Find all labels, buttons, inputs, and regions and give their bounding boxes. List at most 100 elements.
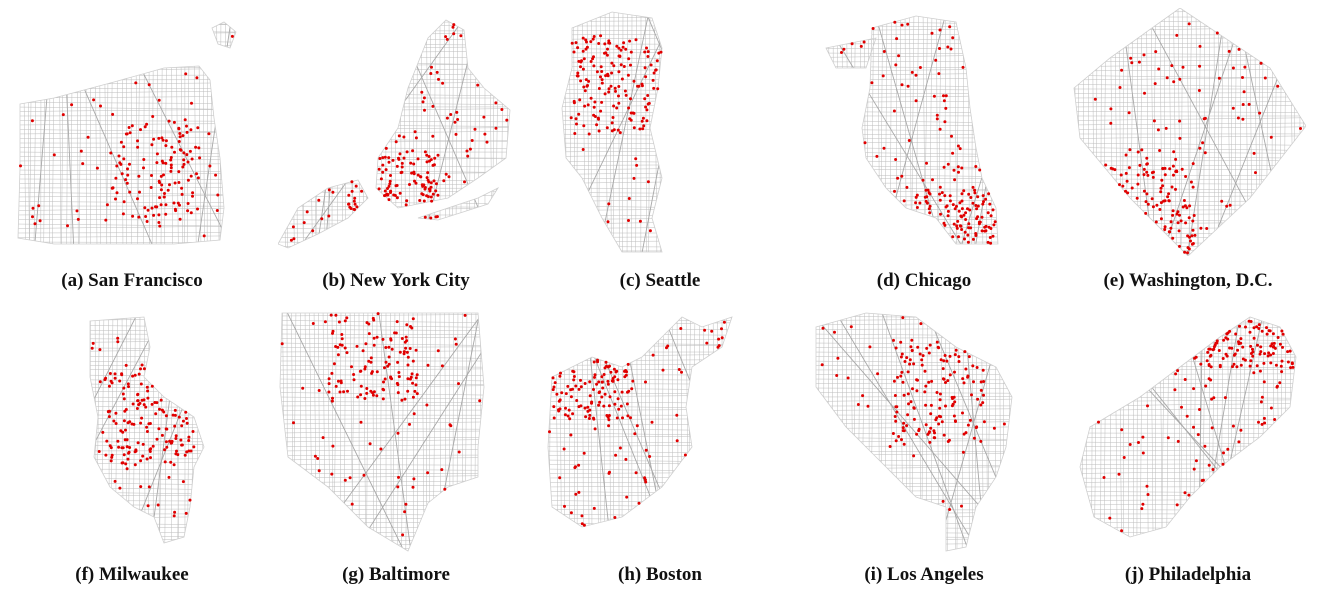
- incident-dot: [1172, 150, 1176, 154]
- incident-dot: [375, 394, 379, 398]
- city-outline: [211, 21, 237, 49]
- incident-dot: [387, 184, 391, 188]
- incident-dot: [369, 360, 373, 364]
- incident-dot: [1269, 353, 1273, 357]
- incident-dot: [971, 201, 975, 205]
- incident-dot: [646, 50, 650, 54]
- incident-dot: [118, 161, 122, 165]
- incident-dot: [372, 343, 376, 347]
- incident-dot: [411, 395, 415, 399]
- incident-dot: [616, 128, 620, 132]
- incident-dot: [398, 350, 402, 354]
- incident-dot: [387, 156, 391, 160]
- incident-dot: [935, 340, 939, 344]
- incident-dot: [1194, 355, 1198, 359]
- incident-dot: [933, 431, 936, 435]
- incident-dot: [183, 453, 187, 457]
- incident-dot: [705, 341, 709, 345]
- incident-dot: [1136, 182, 1140, 186]
- incident-dot: [579, 60, 583, 64]
- incident-dot: [411, 485, 415, 489]
- incident-dot: [124, 428, 127, 432]
- incident-dot: [184, 72, 188, 76]
- incident-dot: [927, 431, 931, 435]
- incident-dot: [555, 392, 559, 396]
- incident-dot: [136, 392, 140, 396]
- incident-dot: [1249, 352, 1253, 355]
- incident-dot: [946, 162, 950, 166]
- incident-dot: [899, 374, 903, 378]
- incident-dot: [1152, 119, 1156, 123]
- incident-dot: [160, 183, 164, 187]
- incident-dot: [583, 382, 587, 385]
- incident-dot: [1224, 352, 1228, 356]
- incident-dot: [914, 73, 918, 77]
- incident-dot: [1166, 436, 1170, 440]
- incident-dot: [121, 392, 125, 396]
- incident-dot: [436, 349, 440, 353]
- incident-dot: [436, 193, 440, 197]
- incident-dot: [655, 59, 659, 63]
- incident-dot: [720, 336, 724, 340]
- incident-dot: [900, 352, 904, 356]
- incident-dot: [1171, 213, 1175, 217]
- incident-dot: [136, 145, 140, 149]
- incident-dot: [157, 213, 161, 217]
- incident-dot: [1249, 359, 1253, 363]
- incident-dot: [720, 327, 723, 331]
- incident-dot: [386, 364, 390, 368]
- incident-dot: [961, 411, 964, 415]
- incident-dot: [586, 103, 590, 107]
- incident-dot: [413, 179, 416, 183]
- incident-dot: [1175, 503, 1179, 507]
- incident-dot: [1248, 330, 1252, 334]
- incident-dot: [180, 424, 184, 428]
- incident-dot: [915, 432, 919, 436]
- incident-dot: [397, 371, 401, 374]
- incident-dot: [127, 385, 130, 389]
- incident-dot: [202, 234, 206, 238]
- incident-dot: [173, 181, 177, 185]
- incident-dot: [191, 430, 195, 433]
- incident-dot: [604, 51, 608, 55]
- incident-dot: [1241, 76, 1244, 79]
- incident-dot: [1241, 357, 1245, 361]
- incident-dot: [577, 463, 581, 467]
- incident-dot: [627, 57, 631, 61]
- incident-dot: [350, 189, 354, 193]
- incident-dot: [938, 392, 942, 396]
- incident-dot: [588, 394, 592, 398]
- incident-dot: [620, 77, 624, 81]
- incident-dot: [124, 462, 128, 466]
- incident-dot: [592, 35, 596, 38]
- incident-dot: [958, 201, 962, 205]
- incident-dot: [638, 127, 642, 131]
- incident-dot: [953, 207, 957, 211]
- incident-dot: [675, 413, 679, 417]
- incident-dot: [478, 399, 482, 403]
- incident-dot: [122, 200, 126, 204]
- incident-dot: [180, 192, 184, 196]
- incident-dot: [575, 399, 579, 402]
- incident-dot: [1141, 435, 1145, 439]
- incident-dot: [1259, 345, 1263, 349]
- incident-dot: [613, 86, 617, 90]
- incident-dot: [840, 51, 843, 54]
- incident-dot: [302, 221, 306, 225]
- incident-dot: [605, 53, 609, 57]
- incident-dot: [632, 126, 636, 130]
- incident-dot: [606, 74, 610, 78]
- incident-dot: [952, 414, 956, 418]
- incident-dot: [412, 162, 416, 166]
- incident-dot: [185, 130, 189, 134]
- incident-dot: [1199, 226, 1203, 230]
- incident-dot: [115, 191, 119, 195]
- incident-dot: [135, 407, 139, 410]
- incident-dot: [397, 134, 401, 138]
- incident-dot: [1146, 173, 1150, 177]
- incident-dot: [396, 391, 400, 395]
- incident-dot: [317, 469, 321, 473]
- incident-dot: [618, 131, 622, 135]
- incident-dot: [644, 105, 648, 109]
- incident-dot: [382, 380, 385, 384]
